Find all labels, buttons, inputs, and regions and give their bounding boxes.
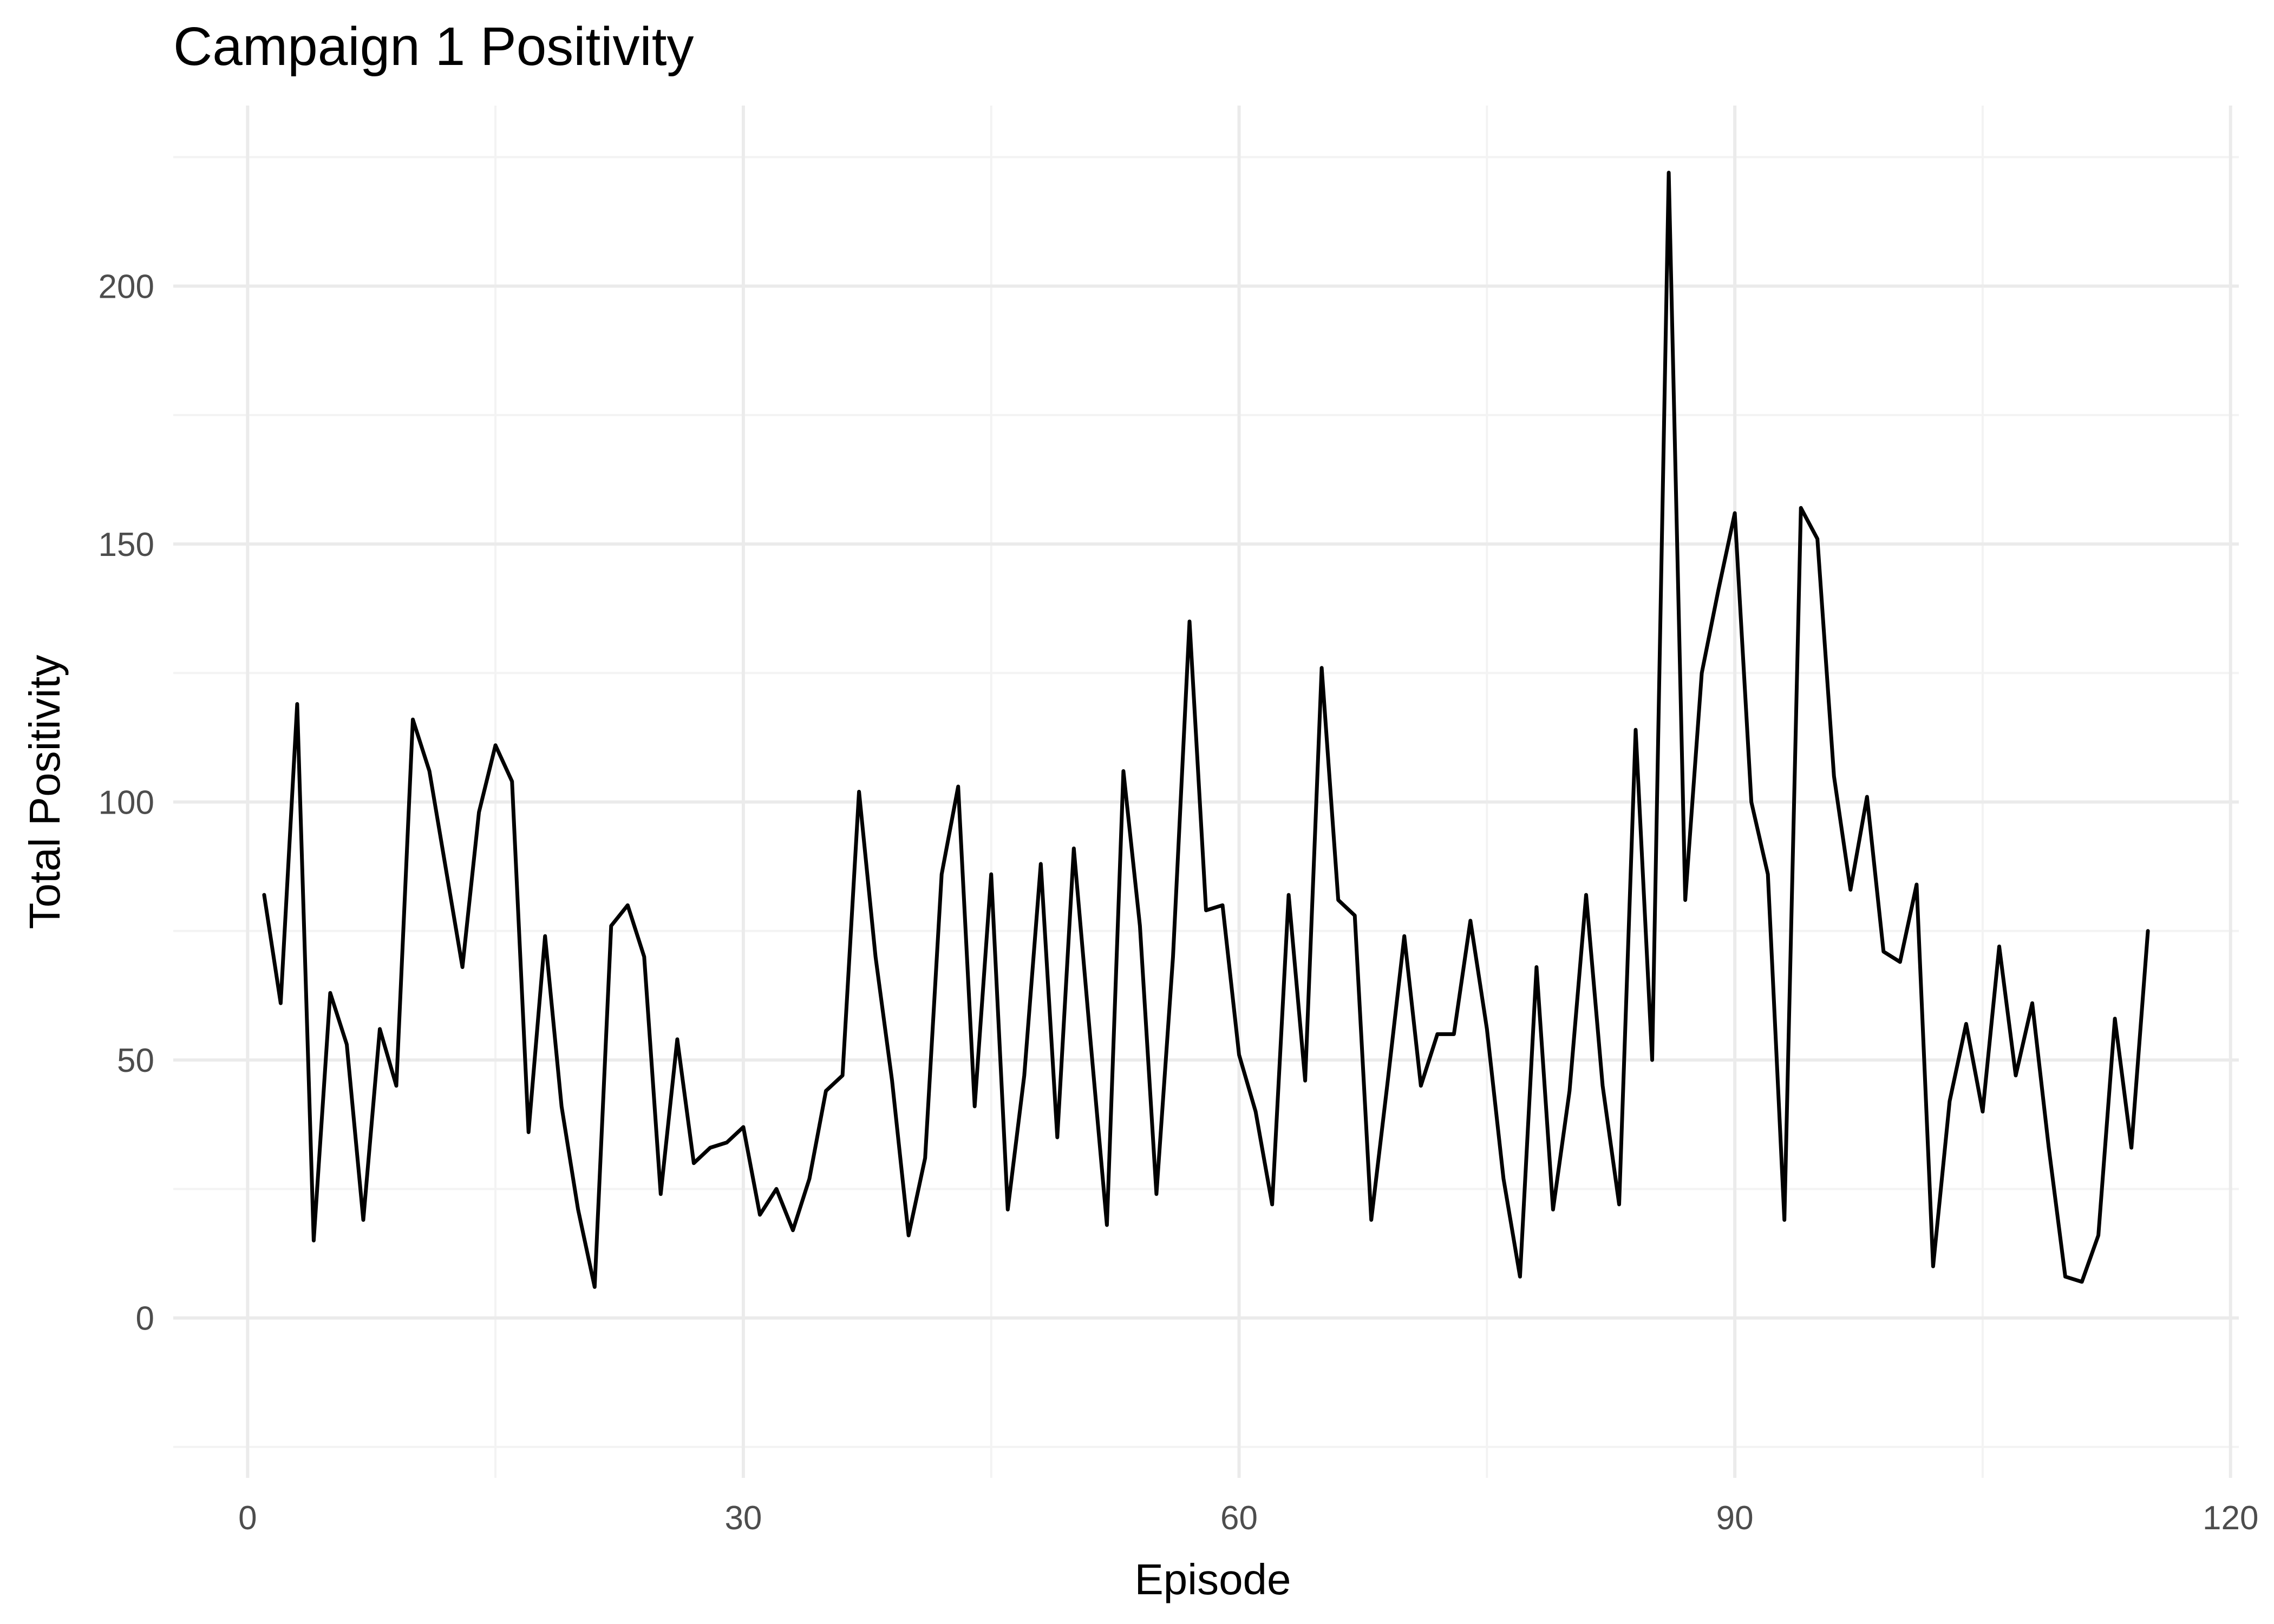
y-tick-labels: 0 50 100 150 200 bbox=[99, 269, 154, 1338]
x-tick-label: 30 bbox=[724, 1499, 762, 1537]
y-tick-label: 100 bbox=[99, 784, 154, 822]
series-group bbox=[262, 171, 2150, 1289]
y-axis-title: Total Positivity bbox=[21, 655, 69, 929]
x-axis-title: Episode bbox=[1134, 1555, 1291, 1603]
x-tick-label: 60 bbox=[1220, 1499, 1258, 1537]
chart-title: Campaign 1 Positivity bbox=[173, 16, 694, 77]
x-tick-label: 120 bbox=[2203, 1499, 2258, 1537]
x-tick-label: 90 bbox=[1716, 1499, 1754, 1537]
y-tick-label: 50 bbox=[117, 1042, 154, 1079]
series-line bbox=[262, 171, 2150, 1289]
grid bbox=[173, 106, 2239, 1478]
y-tick-label: 150 bbox=[99, 526, 154, 564]
x-tick-labels: 0 30 60 90 120 bbox=[238, 1499, 2258, 1537]
y-tick-label: 0 bbox=[136, 1300, 154, 1338]
x-tick-label: 0 bbox=[238, 1499, 257, 1537]
y-tick-label: 200 bbox=[99, 269, 154, 306]
